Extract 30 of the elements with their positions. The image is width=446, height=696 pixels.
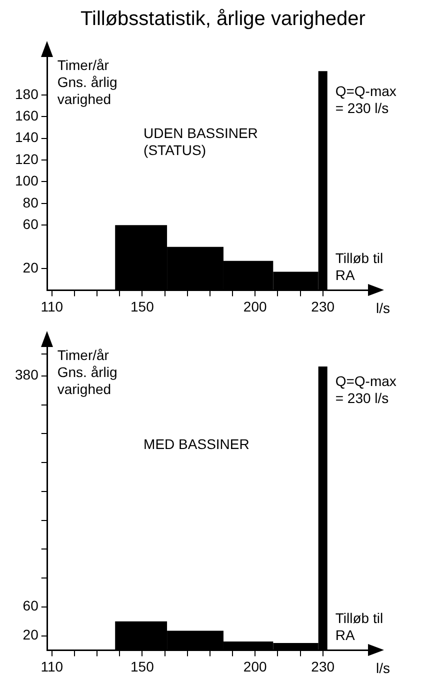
y-tick-label: 180 (15, 86, 39, 102)
annotation: UDEN BASSINER (STATUS) (144, 124, 258, 158)
x-tick-label: 150 (130, 298, 154, 314)
x-axis-title: l/s (376, 300, 390, 316)
y-tick-label: 100 (15, 172, 39, 189)
x-tick-label: 150 (130, 658, 154, 674)
y-axis-title: Timer/år Gns. årlig varighed (57, 346, 118, 397)
x-tick-label: 230 (311, 298, 335, 314)
y-tick-label: 20 (22, 259, 39, 276)
x-tick-label: 110 (40, 658, 64, 674)
annotation: MED BASSINER (144, 436, 250, 452)
x-tick-label: 200 (243, 658, 267, 674)
y-tick-label: 80 (22, 194, 39, 210)
annotation: Tilløb til RA (335, 250, 384, 284)
annotation: Tilløb til RA (335, 610, 384, 644)
annotation: Q=Q-max = 230 l/s (335, 82, 396, 116)
x-tick-label: 230 (311, 658, 335, 674)
x-tick-label: 110 (40, 298, 64, 314)
y-tick-label: 380 (15, 366, 39, 383)
y-tick-label: 120 (15, 150, 39, 167)
y-tick-label: 60 (22, 216, 39, 232)
x-axis-title: l/s (376, 660, 390, 676)
x-tick-label: 200 (243, 298, 267, 314)
annotation: Q=Q-max = 230 l/s (335, 372, 396, 406)
y-tick-label: 160 (15, 108, 39, 124)
y-axis-title: Timer/år Gns. årlig varighed (57, 56, 118, 107)
y-tick-label: 20 (22, 626, 39, 643)
chart-title: Tilløbsstatistik, årlige varigheder (80, 8, 366, 31)
y-tick-label: 140 (15, 129, 39, 146)
y-tick-label: 60 (22, 598, 39, 614)
